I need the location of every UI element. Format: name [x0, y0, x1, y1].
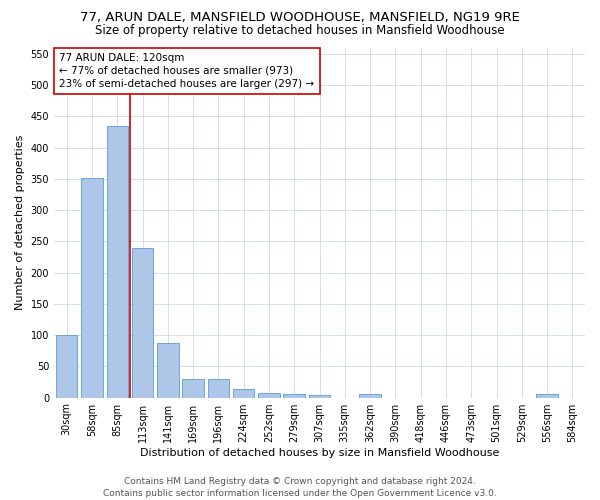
Bar — [81, 178, 103, 398]
Bar — [208, 379, 229, 398]
Bar — [182, 379, 204, 398]
X-axis label: Distribution of detached houses by size in Mansfield Woodhouse: Distribution of detached houses by size … — [140, 448, 499, 458]
Bar — [359, 394, 381, 398]
Text: Contains HM Land Registry data © Crown copyright and database right 2024.
Contai: Contains HM Land Registry data © Crown c… — [103, 476, 497, 498]
Bar — [56, 335, 77, 398]
Y-axis label: Number of detached properties: Number of detached properties — [15, 135, 25, 310]
Bar — [258, 392, 280, 398]
Bar — [233, 389, 254, 398]
Text: 77 ARUN DALE: 120sqm
← 77% of detached houses are smaller (973)
23% of semi-deta: 77 ARUN DALE: 120sqm ← 77% of detached h… — [59, 53, 314, 89]
Bar — [309, 395, 330, 398]
Bar — [107, 126, 128, 398]
Bar — [536, 394, 558, 398]
Bar — [132, 248, 153, 398]
Text: 77, ARUN DALE, MANSFIELD WOODHOUSE, MANSFIELD, NG19 9RE: 77, ARUN DALE, MANSFIELD WOODHOUSE, MANS… — [80, 12, 520, 24]
Text: Size of property relative to detached houses in Mansfield Woodhouse: Size of property relative to detached ho… — [95, 24, 505, 37]
Bar — [283, 394, 305, 398]
Bar — [157, 343, 179, 398]
